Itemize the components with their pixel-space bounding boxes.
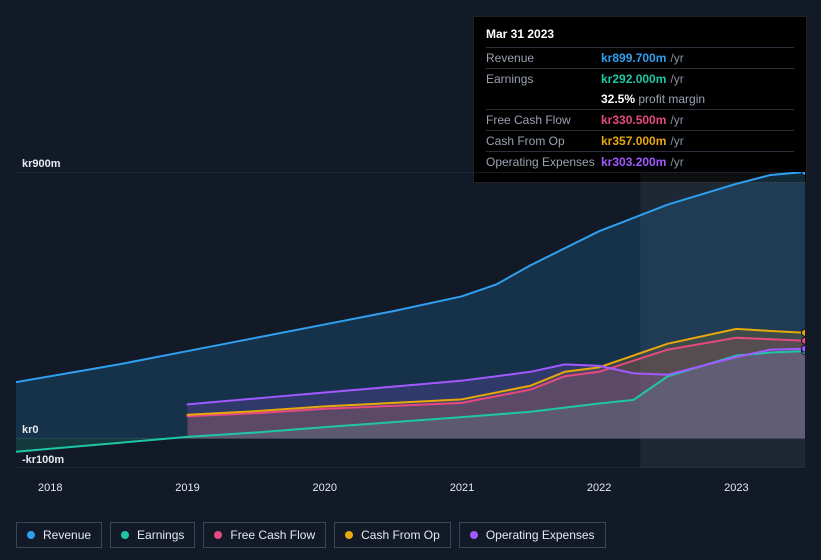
- profit-margin-value: 32.5%: [601, 92, 635, 106]
- profit-margin-label: profit margin: [638, 92, 705, 106]
- tooltip-row-label: Revenue: [486, 51, 601, 65]
- tooltip-row-label: Free Cash Flow: [486, 113, 601, 127]
- legend-label: Cash From Op: [361, 528, 440, 542]
- x-axis-label: 2020: [312, 482, 336, 494]
- tooltip-profit-margin: 32.5% profit margin: [486, 89, 794, 109]
- legend-dot-icon: [214, 531, 222, 539]
- hover-tooltip: Mar 31 2023 Revenuekr899.700m/yrEarnings…: [473, 16, 807, 183]
- legend-item[interactable]: Revenue: [16, 522, 102, 548]
- tooltip-row-suffix: /yr: [670, 113, 683, 127]
- x-axis-label: 2021: [450, 482, 474, 494]
- legend-dot-icon: [121, 531, 129, 539]
- tooltip-row: Cash From Opkr357.000m/yr: [486, 130, 794, 151]
- tooltip-row: Free Cash Flowkr330.500m/yr: [486, 109, 794, 130]
- tooltip-row-suffix: /yr: [670, 72, 683, 86]
- legend-dot-icon: [470, 531, 478, 539]
- x-axis-label: 2022: [587, 482, 611, 494]
- tooltip-row-suffix: /yr: [670, 134, 683, 148]
- legend-label: Revenue: [43, 528, 91, 542]
- tooltip-date: Mar 31 2023: [486, 27, 794, 47]
- tooltip-row-value: kr292.000m: [601, 72, 666, 86]
- legend-item[interactable]: Free Cash Flow: [203, 522, 326, 548]
- legend-label: Free Cash Flow: [230, 528, 315, 542]
- y-axis-label: -kr100m: [22, 454, 64, 466]
- tooltip-row-label: Cash From Op: [486, 134, 601, 148]
- tooltip-row-value: kr899.700m: [601, 51, 666, 65]
- tooltip-row-suffix: /yr: [670, 51, 683, 65]
- financials-chart[interactable]: 201820192020202120222023 kr900mkr0-kr100…: [16, 160, 805, 480]
- legend-label: Earnings: [137, 528, 184, 542]
- x-axis: 2018 2019 2020 2021 2022 2023: [16, 482, 805, 502]
- y-axis-label: kr900m: [22, 158, 61, 170]
- chart-legend: Revenue Earnings Free Cash Flow Cash From O…: [16, 522, 606, 548]
- legend-label: Operating Expenses: [486, 528, 595, 542]
- legend-item[interactable]: Operating Expenses: [459, 522, 606, 548]
- tooltip-row-value: kr357.000m: [601, 134, 666, 148]
- x-axis-label: 2018: [38, 482, 62, 494]
- x-axis-label: 2023: [724, 482, 748, 494]
- tooltip-row: Earningskr292.000m/yr: [486, 68, 794, 89]
- x-axis-label: 2019: [175, 482, 199, 494]
- legend-item[interactable]: Earnings: [110, 522, 195, 548]
- legend-item[interactable]: Cash From Op: [334, 522, 451, 548]
- tooltip-row-label: Earnings: [486, 72, 601, 86]
- legend-dot-icon: [27, 531, 35, 539]
- chart-plot: [16, 172, 805, 468]
- y-axis-label: kr0: [22, 424, 39, 436]
- tooltip-row: Revenuekr899.700m/yr: [486, 47, 794, 68]
- tooltip-row-value: kr330.500m: [601, 113, 666, 127]
- legend-dot-icon: [345, 531, 353, 539]
